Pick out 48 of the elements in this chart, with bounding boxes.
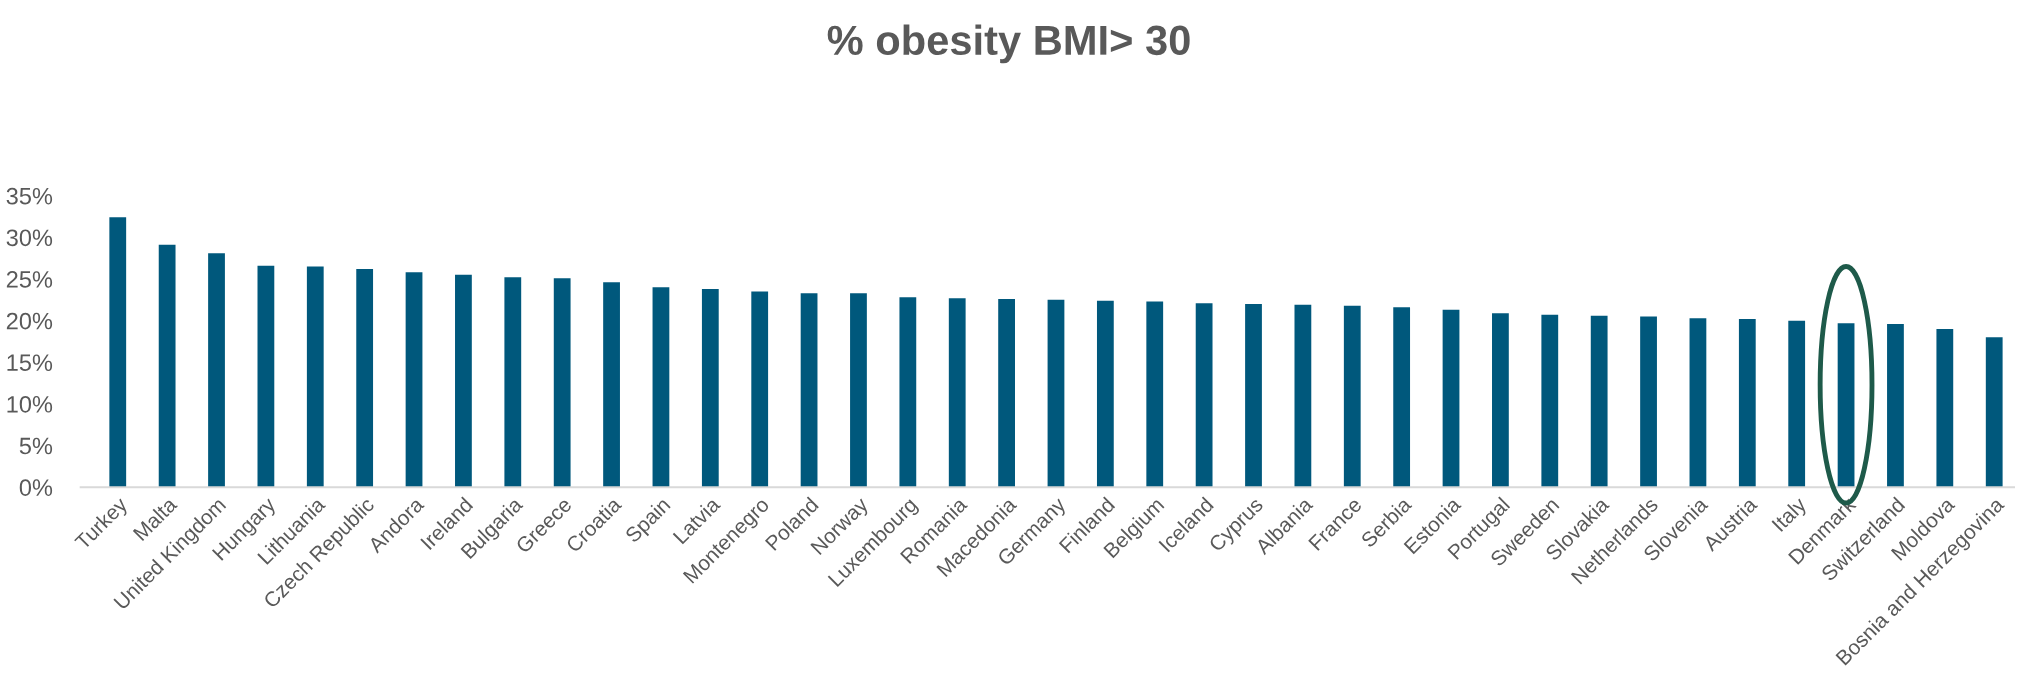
- bar: [850, 293, 867, 488]
- y-tick-label: 20%: [6, 312, 53, 330]
- bar: [1195, 303, 1213, 488]
- bar: [1343, 305, 1361, 488]
- bar: [1640, 316, 1657, 488]
- bar: [1936, 328, 1954, 488]
- bar: [751, 291, 769, 488]
- bar: [257, 265, 275, 488]
- bar: [109, 217, 127, 488]
- bar: [1590, 315, 1608, 488]
- bar: [1541, 314, 1559, 488]
- bar: [1492, 313, 1509, 488]
- bar: [504, 277, 522, 488]
- y-tick-label: 30%: [6, 229, 53, 247]
- bar: [1245, 303, 1262, 488]
- bar: [1788, 320, 1806, 488]
- bar: [455, 274, 472, 488]
- y-tick-label: 10%: [7, 395, 53, 413]
- bar: [899, 297, 917, 488]
- bar: [701, 288, 719, 488]
- bar: [1837, 323, 1855, 488]
- chart-title: % obesity BMI> 30: [827, 24, 1190, 64]
- bar: [553, 278, 571, 488]
- bar: [306, 266, 324, 488]
- bar: [1738, 318, 1756, 488]
- y-tick-label: 25%: [6, 271, 53, 288]
- bar: [1047, 299, 1065, 488]
- bar: [998, 298, 1015, 488]
- bar: [1985, 337, 2003, 488]
- y-tick-label: 35%: [6, 187, 53, 205]
- bar: [1146, 301, 1164, 488]
- bar: [1689, 318, 1707, 488]
- bar: [208, 253, 225, 488]
- bar: [1442, 309, 1460, 488]
- bar: [800, 293, 818, 488]
- bar: [1294, 304, 1312, 488]
- bar: [652, 287, 670, 488]
- bar: [1887, 323, 1904, 488]
- bar: [356, 269, 374, 488]
- y-tick-label: 5%: [19, 437, 53, 455]
- bar: [158, 244, 176, 488]
- bar: [405, 272, 423, 488]
- bar: [948, 298, 966, 488]
- bar: [603, 282, 620, 488]
- y-tick-label: 15%: [7, 354, 53, 372]
- y-tick-label: 0%: [19, 479, 53, 496]
- bar: [1096, 300, 1114, 488]
- bar: [1393, 307, 1411, 488]
